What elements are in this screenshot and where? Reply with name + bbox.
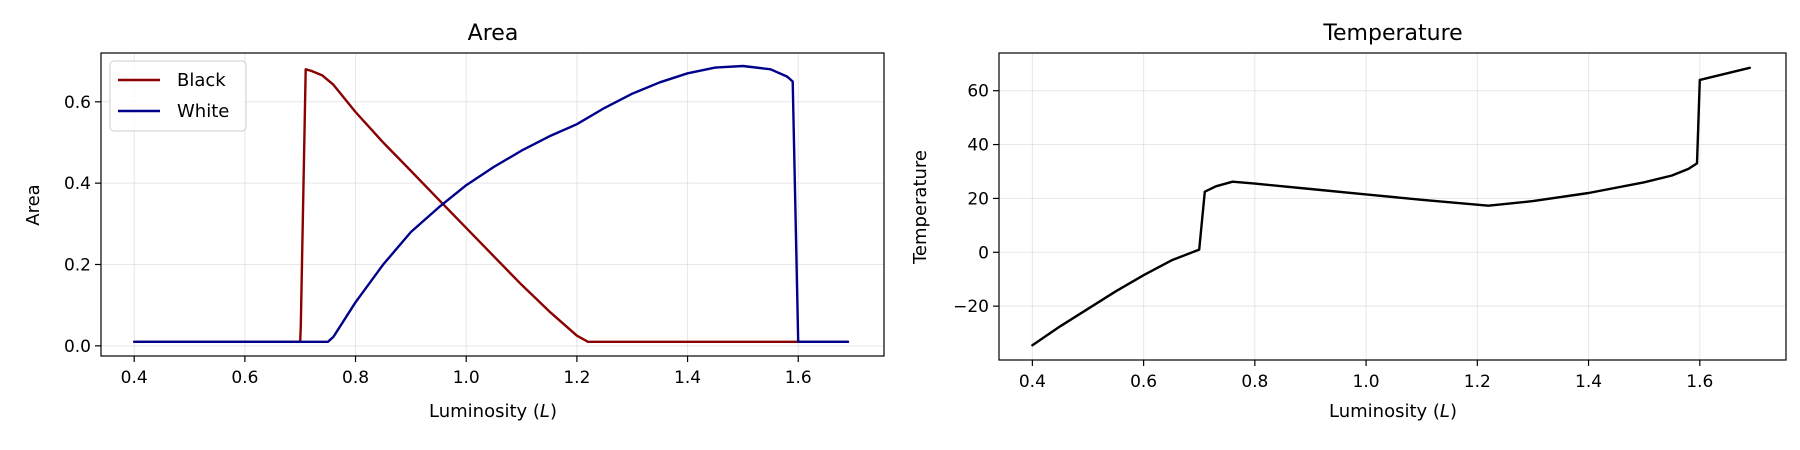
area-chart: Area 0.4 0.6 0.8 1.0 1.2 1.4 1.6 0.00.20.40.6 … bbox=[23, 21, 885, 422]
temperature-y-tick-label: 60 bbox=[967, 82, 989, 102]
temperature-x-axis-label-open-paren: ( bbox=[1433, 401, 1440, 422]
area-legend: Black White bbox=[109, 60, 247, 132]
temperature-x-tick-label: 0.8 bbox=[1241, 372, 1268, 392]
area-legend-frame bbox=[109, 60, 247, 132]
temperature-series-lines bbox=[1031, 66, 1752, 347]
area-x-ticks: 0.4 0.6 0.8 1.0 1.2 1.4 1.6 bbox=[121, 356, 812, 388]
area-chart-title: Area bbox=[468, 21, 519, 46]
temperature-y-ticks: −20 0 20 40 60 bbox=[953, 82, 999, 317]
area-x-axis-label-close-paren: ) bbox=[550, 401, 557, 422]
temperature-y-axis-label: Temperature bbox=[910, 150, 931, 265]
temperature-series-0-line bbox=[1031, 66, 1752, 347]
temperature-y-tick-label: 0 bbox=[978, 243, 989, 263]
temperature-x-axis-label-close-paren: ) bbox=[1450, 401, 1457, 422]
area-x-axis-label-text: Luminosity bbox=[429, 401, 533, 422]
area-x-tick-label: 1.4 bbox=[674, 368, 701, 388]
area-x-axis-label-open-paren: ( bbox=[533, 401, 540, 422]
area-y-tick-label: 0.6 bbox=[64, 93, 91, 113]
temperature-chart-title: Temperature bbox=[1322, 21, 1462, 46]
temperature-chart: Temperature 0.4 0.6 0.8 1.0 1.2 1.4 1.6 −20 0 20… bbox=[910, 21, 1787, 422]
temperature-x-tick-label: 1.2 bbox=[1464, 372, 1491, 392]
temperature-x-axis-label-text: Luminosity bbox=[1329, 401, 1433, 422]
temperature-x-axis-label-symbol: L bbox=[1440, 401, 1450, 422]
temperature-gridlines bbox=[999, 53, 1786, 360]
area-y-tick-label: 0.4 bbox=[64, 174, 91, 194]
temperature-x-ticks: 0.4 0.6 0.8 1.0 1.2 1.4 1.6 bbox=[1019, 360, 1713, 392]
area-x-tick-label: 1.2 bbox=[563, 368, 590, 388]
area-series-lines bbox=[132, 64, 850, 343]
area-plot-frame bbox=[100, 52, 885, 357]
area-x-tick-label: 1.6 bbox=[785, 368, 812, 388]
area-x-tick-label: 1.0 bbox=[453, 368, 480, 388]
area-y-axis-label: Area bbox=[23, 184, 44, 225]
temperature-x-tick-label: 0.6 bbox=[1130, 372, 1157, 392]
area-white-line bbox=[132, 64, 850, 343]
area-black-line bbox=[132, 68, 850, 343]
area-y-tick-label: 0.2 bbox=[64, 255, 91, 275]
area-x-tick-label: 0.6 bbox=[231, 368, 258, 388]
temperature-x-tick-label: 0.4 bbox=[1019, 372, 1046, 392]
area-y-tick-label: 0.0 bbox=[64, 337, 91, 357]
temperature-y-tick-label: 40 bbox=[967, 136, 989, 156]
area-legend-white-label: White bbox=[177, 101, 229, 122]
temperature-plot-frame bbox=[998, 52, 1787, 361]
temperature-x-axis-label: Luminosity (L) bbox=[1329, 401, 1457, 422]
temperature-y-tick-label: 20 bbox=[967, 189, 989, 209]
area-x-axis-label: Luminosity (L) bbox=[429, 401, 557, 422]
area-legend-black-label: Black bbox=[177, 70, 226, 91]
temperature-x-tick-label: 1.6 bbox=[1686, 372, 1713, 392]
temperature-y-tick-label: −20 bbox=[953, 297, 989, 317]
area-x-axis-label-symbol: L bbox=[540, 401, 550, 422]
temperature-x-tick-label: 1.4 bbox=[1575, 372, 1602, 392]
temperature-x-tick-label: 1.0 bbox=[1353, 372, 1380, 392]
area-x-tick-label: 0.8 bbox=[342, 368, 369, 388]
area-x-tick-label: 0.4 bbox=[121, 368, 148, 388]
area-y-ticks: 0.0 0.2 0.4 0.6 bbox=[64, 93, 101, 357]
